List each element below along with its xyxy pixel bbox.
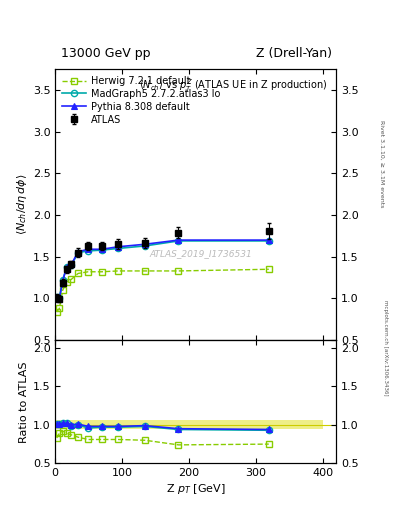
MadGraph5 2.7.2.atlas3 lo (76, 249, 81, 255)
Herwig 7.2.1 default (99, 269, 104, 275)
MadGraph5 2.7.2.atlas3 lo (99, 247, 104, 253)
MadGraph5 2.7.2.atlas3 lo (266, 238, 271, 244)
Herwig 7.2.1 default (57, 305, 62, 311)
Herwig 7.2.1 default (143, 268, 147, 274)
Herwig 7.2.1 default (61, 287, 65, 293)
Text: Z (Drell-Yan): Z (Drell-Yan) (256, 48, 332, 60)
Herwig 7.2.1 default (266, 266, 271, 272)
Line: Herwig 7.2.1 default: Herwig 7.2.1 default (53, 266, 272, 315)
Pythia 8.308 default (57, 295, 62, 302)
Pythia 8.308 default (99, 246, 104, 252)
Text: mcplots.cern.ch [arXiv:1306.3436]: mcplots.cern.ch [arXiv:1306.3436] (384, 301, 388, 396)
Pythia 8.308 default (64, 264, 69, 270)
Line: MadGraph5 2.7.2.atlas3 lo: MadGraph5 2.7.2.atlas3 lo (53, 238, 272, 302)
Herwig 7.2.1 default (64, 279, 69, 285)
MadGraph5 2.7.2.atlas3 lo (116, 245, 121, 251)
X-axis label: Z $p_T$ [GeV]: Z $p_T$ [GeV] (166, 482, 225, 496)
MadGraph5 2.7.2.atlas3 lo (176, 238, 181, 244)
Pythia 8.308 default (69, 261, 74, 267)
Herwig 7.2.1 default (54, 309, 59, 315)
Y-axis label: $\langle N_{ch}/d\eta\,d\phi\rangle$: $\langle N_{ch}/d\eta\,d\phi\rangle$ (15, 174, 29, 236)
Text: Rivet 3.1.10, ≥ 3.1M events: Rivet 3.1.10, ≥ 3.1M events (380, 120, 384, 207)
Pythia 8.308 default (116, 244, 121, 250)
Legend: Herwig 7.2.1 default, MadGraph5 2.7.2.atlas3 lo, Pythia 8.308 default, ATLAS: Herwig 7.2.1 default, MadGraph5 2.7.2.at… (60, 74, 222, 126)
Herwig 7.2.1 default (176, 268, 181, 274)
Pythia 8.308 default (266, 237, 271, 243)
Herwig 7.2.1 default (116, 268, 121, 274)
MadGraph5 2.7.2.atlas3 lo (54, 294, 59, 300)
Pythia 8.308 default (176, 237, 181, 243)
Text: 13000 GeV pp: 13000 GeV pp (61, 48, 151, 60)
Pythia 8.308 default (86, 246, 90, 252)
MadGraph5 2.7.2.atlas3 lo (61, 277, 65, 283)
Herwig 7.2.1 default (69, 276, 74, 282)
Herwig 7.2.1 default (76, 270, 81, 276)
Herwig 7.2.1 default (86, 269, 90, 275)
MadGraph5 2.7.2.atlas3 lo (86, 248, 90, 254)
MadGraph5 2.7.2.atlas3 lo (57, 295, 62, 302)
Pythia 8.308 default (143, 241, 147, 247)
MadGraph5 2.7.2.atlas3 lo (143, 243, 147, 249)
MadGraph5 2.7.2.atlas3 lo (64, 264, 69, 270)
Pythia 8.308 default (76, 249, 81, 255)
Line: Pythia 8.308 default: Pythia 8.308 default (53, 237, 272, 302)
MadGraph5 2.7.2.atlas3 lo (69, 262, 74, 268)
Pythia 8.308 default (61, 278, 65, 284)
Text: ATLAS_2019_I1736531: ATLAS_2019_I1736531 (150, 249, 253, 258)
Pythia 8.308 default (54, 294, 59, 300)
Y-axis label: Ratio to ATLAS: Ratio to ATLAS (19, 361, 29, 442)
Text: $\langle N_{ch}\rangle$ vs $p_T^Z$ (ATLAS UE in Z production): $\langle N_{ch}\rangle$ vs $p_T^Z$ (ATLA… (139, 77, 328, 94)
